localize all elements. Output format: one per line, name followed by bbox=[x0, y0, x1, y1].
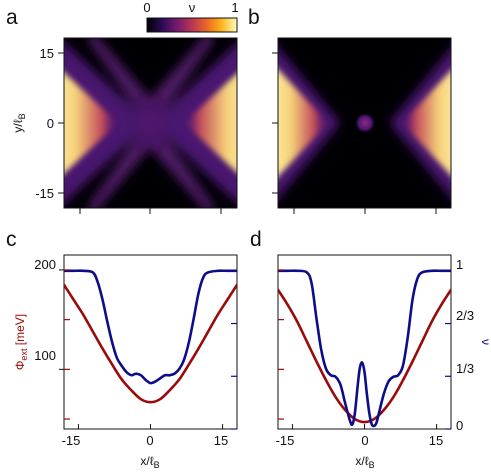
nu-curve bbox=[278, 269, 451, 428]
heatmap-a-ytick-label: 15 bbox=[40, 46, 54, 61]
colorbar-min-label: 0 bbox=[143, 0, 150, 15]
heatmap-a-ylabel-main: y/ℓ bbox=[11, 119, 25, 132]
line-plot-c-ylabel: Φext [meV] bbox=[13, 314, 29, 370]
line-plot-d-right-ylabel: ν bbox=[479, 339, 491, 345]
panel-letter-c: c bbox=[6, 228, 17, 251]
heatmap-a-axes bbox=[58, 52, 222, 214]
line-plot-d-ticks bbox=[278, 269, 451, 430]
heatmap-a-ylabel: y/ℓB bbox=[11, 113, 27, 132]
line-plot-d-xtick-label: 15 bbox=[429, 433, 443, 448]
line-plot-d bbox=[277, 254, 452, 430]
colorbar: 0 ν 1 bbox=[143, 0, 239, 33]
line-plot-c-xtick-label: 0 bbox=[146, 433, 153, 448]
heatmap-a-lobe-right bbox=[184, 73, 237, 173]
heatmap-b-lobe-right bbox=[402, 70, 451, 176]
line-plot-d-right-tick-label: 2/3 bbox=[456, 308, 474, 323]
line-plot-d-xlabel-main: x/ℓ bbox=[355, 454, 368, 468]
line-plot-d-xlabel: x/ℓB bbox=[355, 454, 374, 470]
line-plot-d-xtick-label: -15 bbox=[276, 433, 295, 448]
line-plot-c-xtick-label: -15 bbox=[62, 433, 81, 448]
line-plot-c-xtick-label: 15 bbox=[214, 433, 228, 448]
line-plot-d-right-ylabel-text: ν bbox=[479, 339, 491, 345]
heatmap-a-ylabel-sub: B bbox=[17, 113, 27, 119]
line-plot-c-ylabel-sub: ext bbox=[19, 348, 29, 361]
line-plot-d-right-tick-label: 0 bbox=[456, 418, 463, 433]
line-plot-d-frame bbox=[277, 254, 452, 430]
heatmap-b-centre-dot bbox=[354, 112, 376, 134]
colorbar-max-label: 1 bbox=[231, 0, 238, 15]
heatmap-b bbox=[277, 37, 452, 209]
heatmap-b-density bbox=[278, 47, 451, 199]
phi-ext-curve bbox=[64, 283, 237, 404]
line-plot-d-xlabel-sub: B bbox=[369, 460, 375, 470]
line-plot-c-xlabel-main: x/ℓ bbox=[140, 454, 153, 468]
heatmap-a-centre bbox=[128, 91, 172, 155]
colorbar-label: ν bbox=[189, 0, 196, 15]
line-plot-c-ytick-label: 200 bbox=[34, 257, 56, 272]
line-plot-d-right-tick-label: 1 bbox=[456, 257, 463, 272]
heatmap-a-density bbox=[64, 38, 237, 208]
line-plot-c-xlabel: x/ℓB bbox=[140, 454, 159, 470]
panel-letter-d: d bbox=[250, 228, 262, 251]
line-plot-d-curves bbox=[278, 269, 451, 428]
panel-letter-b: b bbox=[248, 6, 260, 29]
line-plot-c bbox=[59, 254, 238, 430]
line-plot-d-right-tick-label: 1/3 bbox=[456, 361, 474, 376]
line-plot-c-ylabel-suffix: [meV] bbox=[13, 314, 27, 349]
svg-text:Φext [meV]: Φext [meV] bbox=[13, 314, 29, 370]
line-plot-c-xlabel-sub: B bbox=[154, 460, 160, 470]
heatmap-b-lobe-left bbox=[278, 69, 328, 177]
panel-letter-a: a bbox=[6, 6, 18, 29]
phi-ext-curve bbox=[278, 288, 451, 424]
heatmap-b-axes bbox=[272, 52, 437, 214]
heatmap-a-ytick-label: -15 bbox=[35, 186, 54, 201]
svg-text:y/ℓB: y/ℓB bbox=[11, 113, 27, 132]
line-plot-c-ytick-label: 100 bbox=[34, 348, 56, 363]
heatmap-a-lobe-left bbox=[64, 72, 118, 174]
line-plot-d-xtick-label: 0 bbox=[361, 433, 368, 448]
line-plot-c-ylabel-main: Φ bbox=[13, 361, 27, 371]
heatmap-a-ytick-label: 0 bbox=[47, 116, 54, 131]
heatmap-a bbox=[63, 37, 238, 209]
line-plot-c-curves bbox=[64, 269, 237, 404]
line-plot-c-ticks bbox=[59, 269, 237, 430]
colorbar-gradient bbox=[146, 17, 238, 33]
nu-curve bbox=[64, 269, 237, 385]
